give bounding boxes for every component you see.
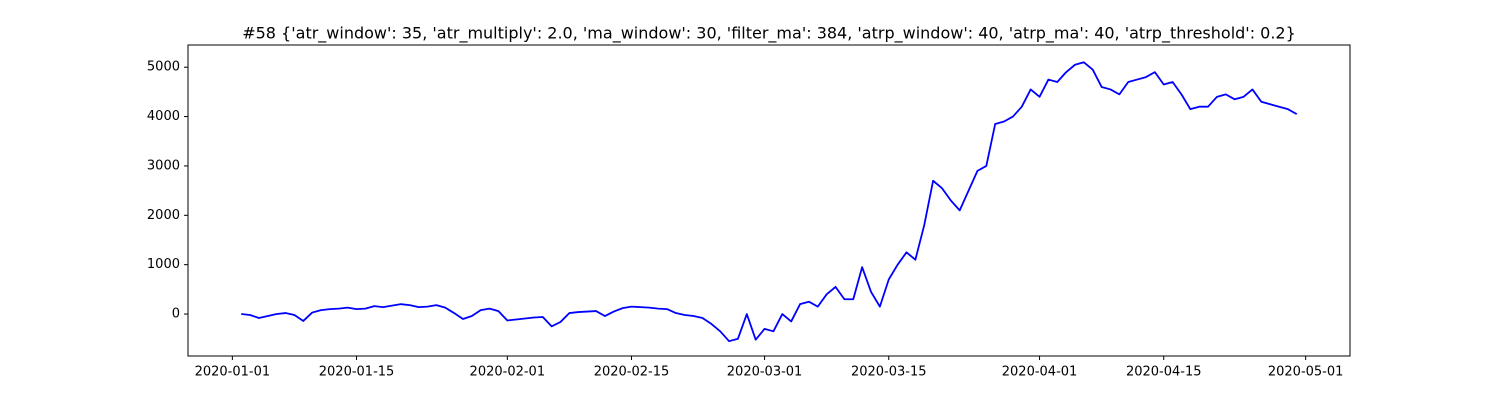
x-tick-label: 2020-03-01 — [727, 365, 803, 380]
y-tick-label: 2000 — [147, 208, 180, 223]
y-tick-label: 5000 — [147, 60, 180, 75]
x-tick-label: 2020-02-15 — [594, 365, 670, 380]
x-tick-label: 2020-03-15 — [851, 365, 927, 380]
x-tick-label: 2020-01-01 — [195, 365, 271, 380]
line-series — [241, 61, 1298, 343]
y-tick-label: 3000 — [147, 158, 180, 173]
y-tick-label: 4000 — [147, 109, 180, 124]
x-tick-label: 2020-05-01 — [1268, 365, 1344, 380]
x-tick-label: 2020-04-15 — [1126, 365, 1202, 380]
x-tick-label: 2020-04-01 — [1002, 365, 1078, 380]
chart-title: #58 {'atr_window': 35, 'atr_multiply': 2… — [242, 24, 1296, 44]
x-tick-label: 2020-01-15 — [319, 365, 395, 380]
x-tick-label: 2020-02-01 — [470, 365, 546, 380]
y-tick-label: 0 — [172, 307, 180, 322]
plot-frame — [187, 44, 1351, 357]
y-tick-label: 1000 — [147, 257, 180, 272]
